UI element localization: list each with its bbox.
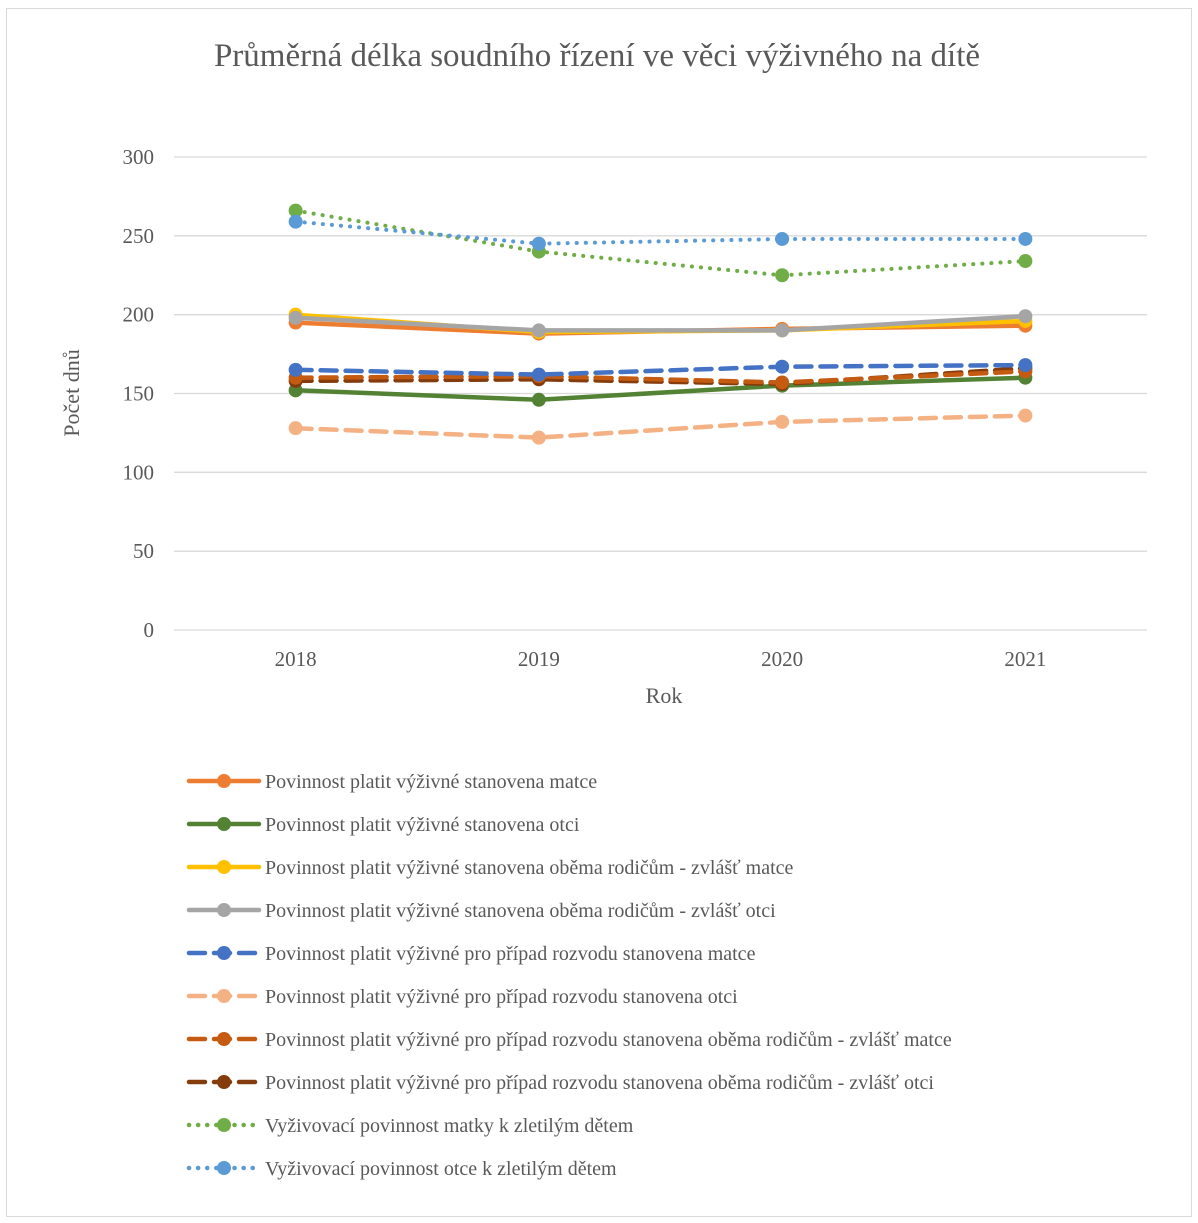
y-tick-label: 250 (123, 224, 155, 248)
y-tick-label: 150 (123, 382, 155, 406)
data-point (775, 268, 790, 283)
series-layer (288, 203, 1033, 445)
y-tick-label: 50 (133, 539, 154, 563)
data-point (288, 362, 303, 377)
legend-marker (217, 903, 231, 917)
legend-label: Povinnost platit výživné stanovena oběma… (265, 857, 794, 879)
data-point (1018, 408, 1033, 423)
data-point (531, 430, 546, 445)
series-line (293, 375, 1028, 403)
legend-marker (217, 1032, 231, 1046)
legend-marker (217, 1118, 231, 1132)
gridlines (174, 156, 1147, 631)
y-tick-label: 200 (123, 303, 155, 327)
y-axis-title: Počet dnů (59, 349, 84, 436)
legend-marker (217, 989, 231, 1003)
data-point (1018, 358, 1033, 373)
data-point (1018, 309, 1033, 324)
data-point (775, 375, 790, 390)
series-line (293, 219, 1028, 246)
legend-label: Povinnost platit výživné pro případ rozv… (265, 986, 738, 1008)
series-line (293, 369, 1028, 385)
legend-item: Povinnost platit výživné pro případ rozv… (186, 1029, 952, 1051)
legend-item: Vyživovací povinnost matky k zletilým dě… (186, 1115, 634, 1137)
chart-title: Průměrná délka soudního řízení ve věci v… (214, 38, 980, 74)
data-point (1018, 231, 1033, 246)
legend-item: Povinnost platit výživné pro případ rozv… (186, 986, 738, 1008)
legend-label: Povinnost platit výživné pro případ rozv… (265, 1029, 952, 1051)
legend-marker (217, 946, 231, 960)
series-6 (288, 408, 1033, 445)
legend-item: Povinnost platit výživné stanovena oběma… (186, 857, 794, 879)
y-tick-label: 100 (123, 460, 155, 484)
series-7 (288, 364, 1033, 390)
y-axis-ticks: 0 50 100 150 200 250 300 (123, 145, 155, 642)
x-axis-title: Rok (646, 683, 683, 708)
legend-label: Povinnost platit výživné pro případ rozv… (265, 1072, 934, 1094)
data-point (775, 231, 790, 246)
x-tick-label: 2021 (1004, 647, 1046, 671)
legend-label: Vyživovací povinnost otce k zletilým dět… (265, 1158, 617, 1180)
legend-item: Povinnost platit výživné pro případ rozv… (186, 1072, 934, 1094)
series-9 (288, 203, 1033, 283)
legend-label: Povinnost platit výživné stanovena oběma… (265, 900, 776, 922)
legend-label: Povinnost platit výživné stanovena matce (265, 771, 597, 793)
legend-item: Povinnost platit výživné pro případ rozv… (186, 943, 756, 965)
data-point (775, 414, 790, 429)
data-point (531, 323, 546, 338)
legend-item: Povinnost platit výživné stanovena otci (186, 814, 580, 836)
legend-marker (217, 860, 231, 874)
legend: Povinnost platit výživné stanovena matce… (186, 771, 952, 1180)
data-point (288, 214, 303, 229)
x-tick-label: 2020 (761, 647, 803, 671)
x-tick-label: 2018 (275, 647, 317, 671)
series-line (293, 313, 1028, 333)
series-4 (288, 309, 1033, 338)
data-point (288, 203, 303, 218)
series-line (293, 362, 1028, 377)
series-line (293, 413, 1028, 440)
legend-item: Povinnost platit výživné stanovena matce (186, 771, 597, 793)
data-point (1018, 254, 1033, 269)
data-point (775, 359, 790, 374)
series-1 (288, 315, 1033, 341)
legend-item: Povinnost platit výživné stanovena oběma… (186, 900, 776, 922)
series-10 (288, 214, 1033, 251)
data-point (288, 310, 303, 325)
data-point (531, 367, 546, 382)
legend-marker (217, 774, 231, 788)
series-5 (288, 358, 1033, 382)
legend-label: Povinnost platit výživné stanovena otci (265, 814, 580, 836)
data-point (288, 421, 303, 436)
data-point (775, 323, 790, 338)
chart-frame (6, 8, 1192, 1217)
legend-label: Povinnost platit výživné pro případ rozv… (265, 943, 756, 965)
legend-marker (217, 817, 231, 831)
legend-marker (217, 1161, 231, 1175)
legend-item: Vyživovací povinnost otce k zletilým dět… (186, 1158, 617, 1180)
series-line (293, 208, 1028, 278)
y-tick-label: 300 (123, 145, 155, 169)
x-axis-ticks: 2018 2019 2020 2021 (275, 647, 1047, 671)
legend-label: Vyživovací povinnost matky k zletilým dě… (265, 1115, 634, 1137)
data-point (531, 392, 546, 407)
legend-marker (217, 1075, 231, 1089)
x-tick-label: 2019 (518, 647, 560, 671)
data-point (531, 236, 546, 251)
y-tick-label: 0 (144, 618, 155, 642)
